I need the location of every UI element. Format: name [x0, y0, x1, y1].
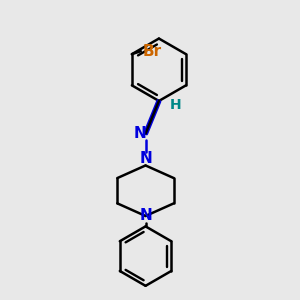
Text: N: N [139, 152, 152, 166]
Text: N: N [134, 126, 147, 141]
Text: H: H [169, 98, 181, 112]
Text: N: N [139, 208, 152, 224]
Text: Br: Br [142, 44, 161, 59]
